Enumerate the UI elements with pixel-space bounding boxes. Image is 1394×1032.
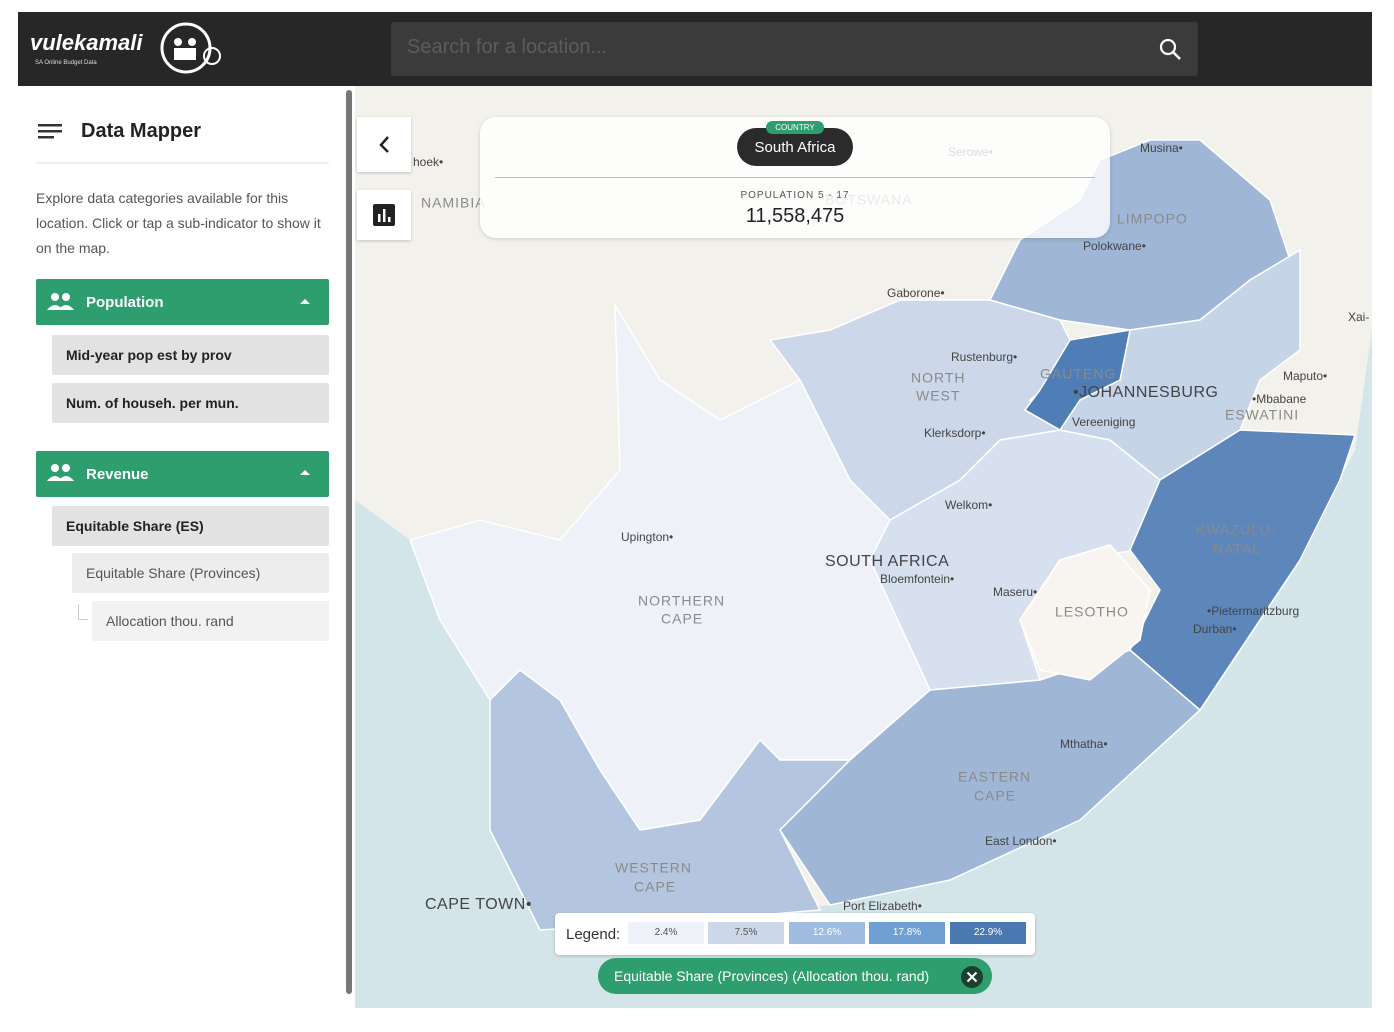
sub-indicator[interactable]: Num. of househ. per mun. bbox=[52, 383, 329, 423]
collapse-button[interactable] bbox=[357, 117, 411, 172]
map-label: LESOTHO bbox=[1055, 604, 1129, 620]
menu-icon[interactable] bbox=[38, 122, 64, 142]
map-label: Port Elizabeth• bbox=[843, 899, 922, 913]
sub-indicator[interactable]: Equitable Share (ES) bbox=[52, 506, 329, 546]
collapse-icon[interactable] bbox=[298, 467, 312, 477]
map-label: Klerksdorp• bbox=[924, 426, 986, 440]
map-label: Rustenburg• bbox=[951, 350, 1017, 364]
map-label: CAPE bbox=[974, 788, 1016, 804]
logo-icon bbox=[160, 22, 221, 74]
map-label: Gaborone• bbox=[887, 286, 945, 300]
legend-item: 22.9% bbox=[950, 922, 1026, 944]
map-label: Polokwane• bbox=[1083, 239, 1146, 253]
category-header[interactable]: Revenue bbox=[36, 451, 329, 497]
chart-button[interactable] bbox=[357, 190, 411, 240]
indicator-value: 11,558,475 bbox=[745, 205, 845, 227]
map-label: NORTH bbox=[911, 370, 966, 386]
map-label: Maputo• bbox=[1283, 369, 1327, 383]
collapse-icon[interactable] bbox=[298, 296, 312, 306]
tree-line bbox=[78, 604, 88, 620]
sidebar-description: Explore data categories available for th… bbox=[36, 190, 321, 256]
location-pill[interactable]: South Africa bbox=[737, 128, 853, 166]
map-label: •JOHANNESBURG bbox=[1073, 384, 1218, 401]
scrollbar[interactable] bbox=[346, 90, 352, 994]
legend-item: 17.8% bbox=[869, 922, 945, 944]
province-kwazulu-natal[interactable] bbox=[1129, 429, 1357, 712]
map-label: WEST bbox=[916, 388, 960, 404]
legend-item: 12.6% bbox=[789, 922, 865, 944]
search-icon[interactable] bbox=[1158, 37, 1184, 63]
people-icon bbox=[47, 464, 74, 481]
map-label: East London• bbox=[985, 834, 1057, 848]
sidebar-title: Data Mapper bbox=[81, 120, 202, 142]
map-label: KWAZULU- bbox=[1196, 522, 1277, 538]
legend-item: 2.4% bbox=[628, 922, 704, 944]
divider bbox=[36, 162, 329, 164]
map-label: Upington• bbox=[621, 530, 673, 544]
indicator-label: POPULATION 5 - 17 bbox=[740, 190, 850, 201]
divider bbox=[495, 177, 1095, 178]
province-gauteng[interactable] bbox=[1023, 329, 1131, 431]
map-label: Durban• bbox=[1193, 622, 1237, 636]
search-input[interactable]: Search for a location... bbox=[391, 22, 1198, 76]
logo-tagline: SA Online Budget Data bbox=[35, 60, 97, 66]
map-labels: hoek•NAMIBIABOTSWANASerowe•Musina•LIMPOP… bbox=[413, 141, 1369, 913]
active-filter-chip: Equitable Share (Provinces) (Allocation … bbox=[598, 958, 992, 994]
map-label: ESWATINI bbox=[1225, 407, 1299, 423]
location-badge: COUNTRY bbox=[766, 121, 824, 134]
sub-indicator[interactable]: Equitable Share (Provinces) bbox=[72, 553, 329, 593]
sub-indicator[interactable]: Allocation thou. rand bbox=[92, 601, 329, 641]
map-label: Vereeniging bbox=[1072, 415, 1135, 429]
map-label: hoek• bbox=[413, 155, 443, 169]
map-label: CAPE bbox=[634, 879, 676, 895]
logo[interactable]: vulekamali bbox=[30, 30, 143, 55]
remove-filter-button[interactable] bbox=[960, 965, 984, 989]
map-label: •Pietermaritzburg bbox=[1207, 604, 1299, 618]
legend-title: Legend: bbox=[566, 926, 621, 943]
category-header[interactable]: Population bbox=[36, 279, 329, 325]
map-label: SOUTH AFRICA bbox=[825, 553, 949, 570]
people-icon bbox=[47, 293, 74, 310]
map-label: EASTERN bbox=[958, 769, 1031, 785]
lesotho bbox=[1019, 544, 1151, 681]
map[interactable]: hoek•NAMIBIABOTSWANASerowe•Musina•LIMPOP… bbox=[355, 86, 1372, 1008]
map-label: Bloemfontein• bbox=[880, 572, 954, 586]
map-label: CAPE TOWN• bbox=[425, 896, 532, 913]
map-label: LIMPOPO bbox=[1117, 211, 1188, 227]
map-label: GAUTENG bbox=[1040, 366, 1116, 382]
map-label: NAMIBIA bbox=[421, 195, 486, 211]
map-label: Maseru• bbox=[993, 585, 1037, 599]
map-label: •Mbabane bbox=[1252, 392, 1307, 406]
map-label: NATAL bbox=[1213, 541, 1261, 557]
ocean bbox=[355, 330, 1372, 1008]
map-label: CAPE bbox=[661, 611, 703, 627]
map-label: Xai- bbox=[1348, 310, 1369, 324]
map-label: WESTERN bbox=[615, 860, 692, 876]
legend-item: 7.5% bbox=[708, 922, 784, 944]
map-label: Musina• bbox=[1140, 141, 1183, 155]
map-label: Mthatha• bbox=[1060, 737, 1108, 751]
map-label: Welkom• bbox=[945, 498, 992, 512]
map-label: NORTHERN bbox=[638, 593, 725, 609]
sub-indicator[interactable]: Mid-year pop est by prov bbox=[52, 335, 329, 375]
